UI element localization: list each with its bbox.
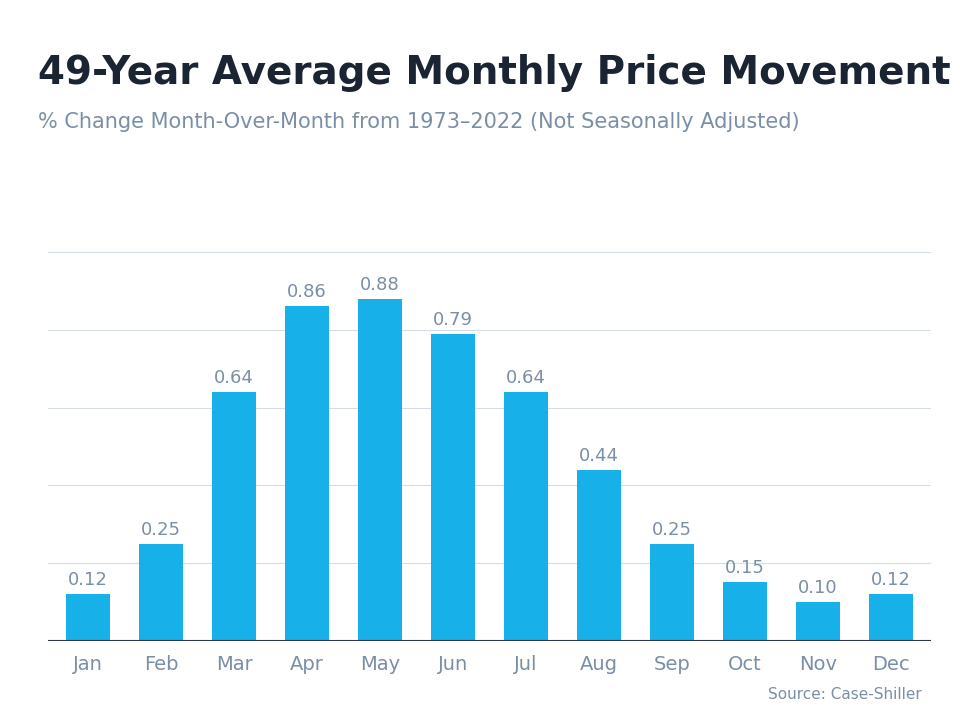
Text: 0.79: 0.79 — [433, 310, 473, 328]
Text: 0.25: 0.25 — [141, 521, 181, 539]
Text: Source: Case-Shiller: Source: Case-Shiller — [768, 687, 922, 702]
Text: 0.12: 0.12 — [68, 571, 108, 589]
Bar — [66, 594, 110, 641]
Bar — [723, 582, 767, 641]
Bar — [358, 299, 402, 641]
Bar — [650, 544, 694, 641]
Bar — [139, 544, 183, 641]
Text: 49-Year Average Monthly Price Movement: 49-Year Average Monthly Price Movement — [38, 54, 951, 92]
Text: 0.88: 0.88 — [360, 276, 400, 294]
Text: % Change Month-Over-Month from 1973–2022 (Not Seasonally Adjusted): % Change Month-Over-Month from 1973–2022… — [38, 112, 800, 132]
Text: 0.86: 0.86 — [287, 284, 327, 302]
Text: 0.15: 0.15 — [725, 559, 765, 577]
Text: 0.64: 0.64 — [506, 369, 546, 387]
Bar — [796, 602, 840, 641]
Text: 0.12: 0.12 — [871, 571, 911, 589]
Bar — [504, 392, 548, 641]
Text: 0.25: 0.25 — [652, 521, 692, 539]
Bar — [212, 392, 256, 641]
Text: 0.64: 0.64 — [214, 369, 254, 387]
Text: 0.10: 0.10 — [799, 579, 838, 597]
Bar — [869, 594, 913, 641]
Text: 0.44: 0.44 — [579, 446, 619, 464]
Bar — [431, 333, 475, 641]
Bar — [577, 469, 621, 641]
Bar — [285, 307, 329, 641]
